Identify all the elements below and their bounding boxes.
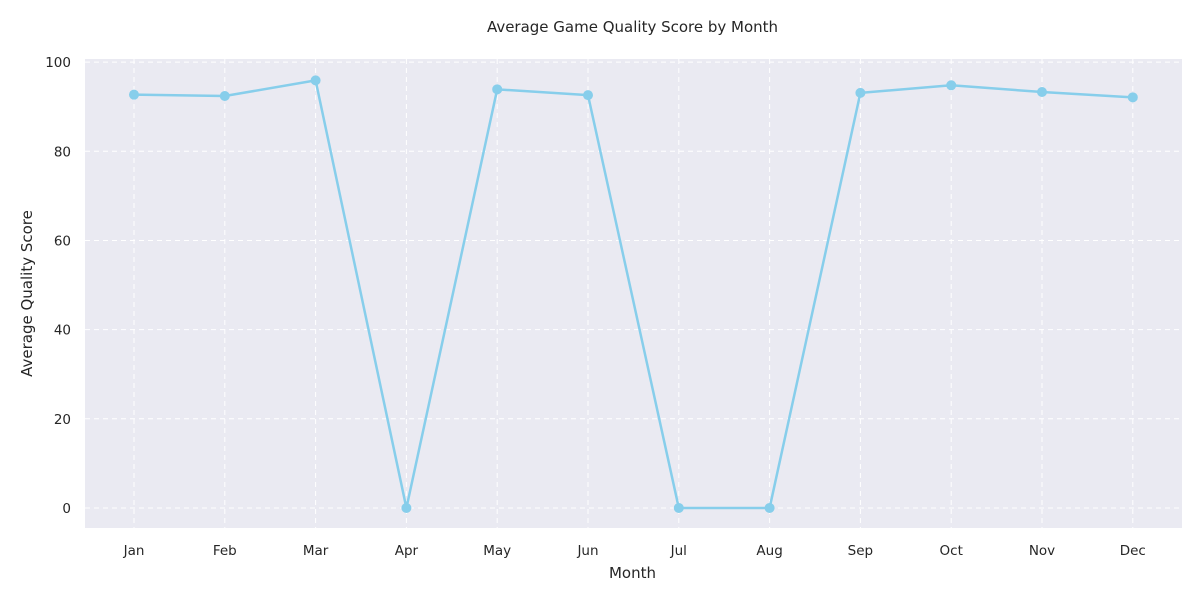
data-point bbox=[764, 502, 775, 513]
y-tick-label: 60 bbox=[54, 233, 71, 249]
x-tick-label: Jan bbox=[123, 543, 145, 559]
x-tick-label: Apr bbox=[395, 543, 419, 559]
data-point bbox=[219, 91, 230, 102]
y-tick-label: 40 bbox=[54, 323, 71, 339]
data-point bbox=[1127, 92, 1138, 103]
data-point bbox=[310, 75, 321, 86]
x-axis-label: Month bbox=[609, 564, 656, 582]
y-axis-label: Average Quality Score bbox=[18, 210, 36, 377]
x-tick-label: Feb bbox=[213, 543, 237, 559]
x-tick-label: Dec bbox=[1120, 543, 1146, 559]
y-tick-label: 0 bbox=[62, 501, 71, 517]
series-quality-score bbox=[129, 75, 1138, 513]
tick-labels: 0 20 40 60 80 100 Jan Feb Mar Apr May Jun Jul Aug Sep O… bbox=[45, 55, 1146, 559]
grid-lines bbox=[85, 59, 1182, 528]
series-line bbox=[133, 79, 1133, 510]
plot-area bbox=[85, 59, 1182, 528]
chart-title: Average Game Quality Score by Month bbox=[487, 18, 778, 36]
y-tick-label: 100 bbox=[45, 55, 71, 71]
data-point bbox=[673, 502, 684, 513]
x-tick-label: Jun bbox=[576, 543, 598, 559]
x-tick-label: Jul bbox=[670, 543, 687, 559]
data-point bbox=[129, 89, 139, 100]
y-tick-label: 20 bbox=[54, 412, 71, 428]
x-tick-label: Oct bbox=[940, 543, 963, 559]
data-point bbox=[492, 84, 503, 95]
x-tick-label: Nov bbox=[1029, 543, 1055, 559]
x-tick-label: May bbox=[483, 543, 511, 559]
data-point bbox=[946, 80, 957, 91]
x-tick-label: Sep bbox=[848, 543, 873, 559]
x-tick-label: Aug bbox=[756, 543, 782, 559]
data-point bbox=[401, 502, 412, 513]
y-tick-label: 80 bbox=[54, 144, 71, 160]
x-tick-label: Mar bbox=[303, 543, 329, 559]
data-point bbox=[1037, 86, 1047, 97]
data-point bbox=[855, 87, 866, 98]
data-point bbox=[583, 90, 593, 101]
